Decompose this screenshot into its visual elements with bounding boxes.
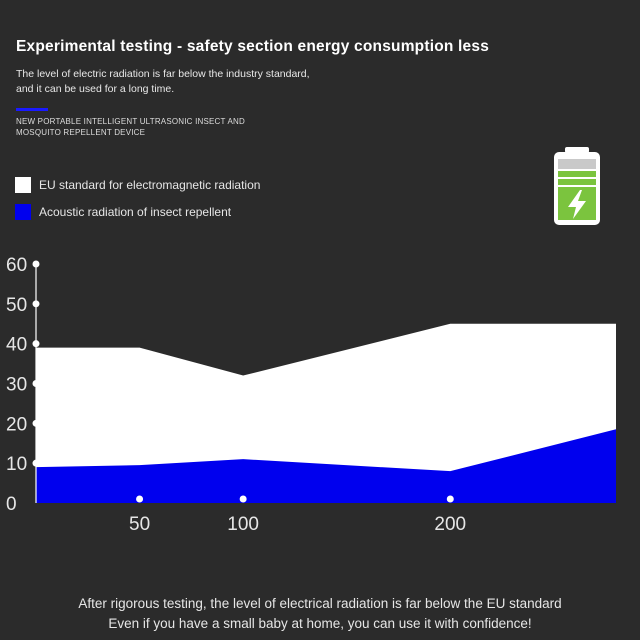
x-axis-ticks: 50 100 200 [129, 495, 466, 535]
y-tick-dot [32, 340, 40, 348]
product-label: NEW PORTABLE INTELLIGENT ULTRASONIC INSE… [16, 116, 245, 138]
x-tick-label: 50 [129, 514, 150, 535]
y-tick-dot [32, 380, 40, 387]
y-tick-dot [32, 300, 40, 308]
legend-item-eu-standard: EU standard for electromagnetic radiatio… [15, 177, 260, 193]
y-tick-dot [32, 419, 40, 427]
y-tick-label: 20 [6, 414, 27, 435]
legend-swatch-acoustic [15, 204, 31, 220]
product-label-line-2: MOSQUITO REPELLENT DEVICE [16, 128, 146, 137]
accent-divider [16, 108, 48, 111]
battery-charging-icon [554, 147, 600, 225]
battery-terminal [565, 147, 589, 153]
x-tick-dot [136, 495, 144, 503]
footer-line-2: Even if you have a small baby at home, y… [108, 616, 532, 631]
area-chart: 0 10 20 30 40 50 60 50 100 200 [6, 255, 616, 535]
y-tick-label: 50 [6, 295, 27, 316]
plot-areas [36, 323, 616, 503]
y-tick-label: 40 [6, 335, 27, 356]
footer-line-1: After rigorous testing, the level of ele… [78, 596, 562, 611]
legend-item-acoustic: Acoustic radiation of insect repellent [15, 204, 231, 220]
series-area-0 [36, 323, 616, 503]
y-axis-ticks: 0 10 20 30 40 50 60 [6, 255, 40, 515]
x-tick-dot [239, 495, 247, 503]
x-tick-dot [446, 495, 454, 503]
subtitle: The level of electric radiation is far b… [16, 67, 310, 97]
y-tick-label: 10 [6, 454, 27, 475]
series-area-1 [36, 429, 616, 503]
x-tick-label: 200 [434, 514, 466, 535]
legend-label-acoustic: Acoustic radiation of insect repellent [39, 205, 232, 219]
product-label-line-1: NEW PORTABLE INTELLIGENT ULTRASONIC INSE… [16, 117, 245, 126]
y-tick-label: 60 [6, 255, 27, 276]
battery-segment-1 [558, 171, 596, 177]
footer-caption: After rigorous testing, the level of ele… [0, 594, 640, 634]
y-tick-dot [32, 459, 40, 467]
subtitle-line-2: and it can be used for a long time. [16, 83, 175, 95]
legend-label-eu-standard: EU standard for electromagnetic radiatio… [39, 178, 261, 192]
battery-segment-2 [558, 179, 596, 185]
battery-empty-segment [558, 159, 596, 169]
subtitle-line-1: The level of electric radiation is far b… [16, 68, 310, 80]
legend-swatch-eu-standard [15, 177, 31, 193]
y-tick-label: 30 [6, 375, 27, 396]
lightning-bolt-icon [568, 190, 586, 219]
page-title: Experimental testing - safety section en… [16, 38, 490, 55]
y-tick-dot [32, 260, 40, 268]
x-tick-label: 100 [227, 514, 259, 535]
y-tick-label: 0 [6, 494, 17, 515]
